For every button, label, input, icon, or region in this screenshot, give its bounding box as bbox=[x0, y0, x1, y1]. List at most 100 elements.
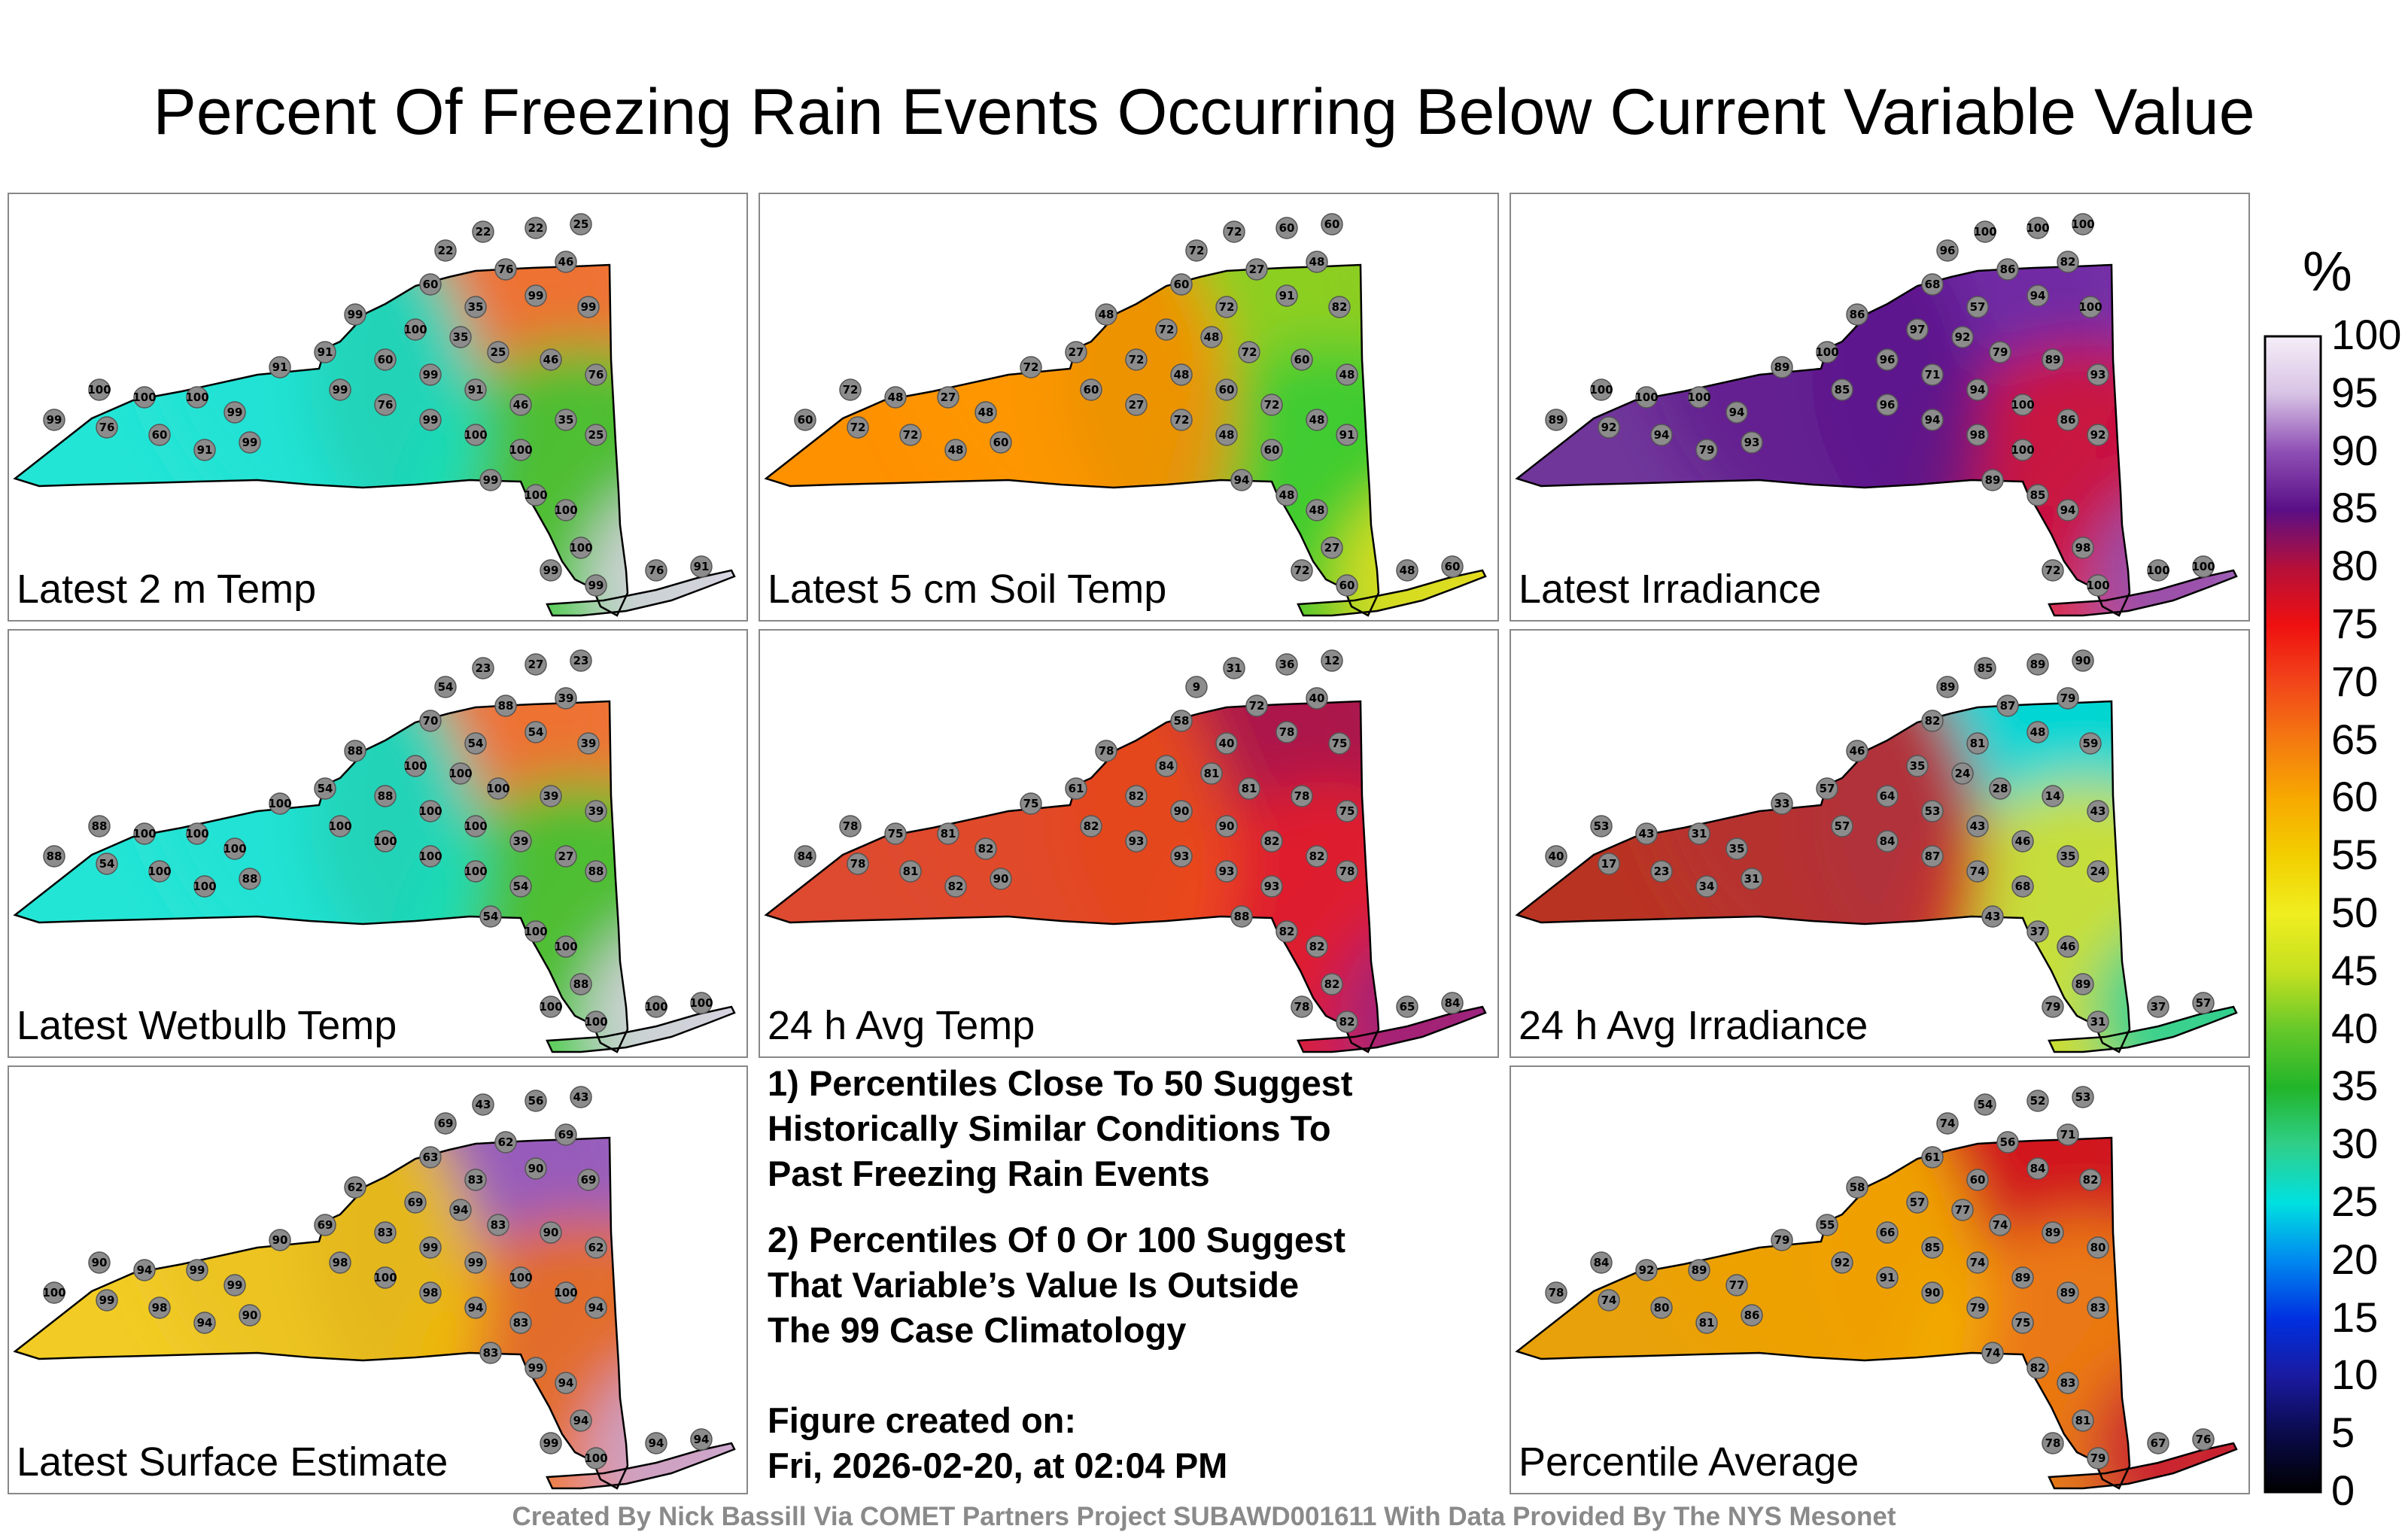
map-24h-avg-temp: 31 36 12 9 72 40 58 40 78 75 78 84 81 81 78 75 61 82 90 90 8… bbox=[764, 649, 1487, 1053]
station-value: 89 bbox=[1940, 680, 1956, 694]
colorbar-tick-15: 15 bbox=[2331, 1293, 2379, 1341]
station-marker: 72 bbox=[1245, 695, 1268, 717]
station-marker: 39 bbox=[577, 732, 600, 755]
station-value: 94 bbox=[1234, 473, 1250, 487]
station-marker: 86 bbox=[1846, 303, 1868, 326]
notes: 1) Percentiles Close To 50 Suggest Histo… bbox=[768, 1061, 1475, 1374]
state-outline bbox=[13, 700, 629, 1053]
station-value: 89 bbox=[1692, 1263, 1707, 1277]
station-value: 57 bbox=[1910, 1196, 1926, 1209]
station-value: 40 bbox=[1219, 737, 1235, 750]
station-value: 83 bbox=[2090, 1301, 2106, 1315]
station-value: 98 bbox=[152, 1301, 168, 1315]
panel-label: Latest Surface Estimate bbox=[17, 1439, 448, 1485]
station-value: 81 bbox=[903, 865, 919, 878]
station-value: 78 bbox=[1339, 865, 1355, 878]
station-value: 64 bbox=[1880, 789, 1896, 803]
station-value: 100 bbox=[132, 391, 156, 404]
station-value: 27 bbox=[558, 850, 574, 863]
station-marker: 27 bbox=[1065, 341, 1087, 363]
station-value: 69 bbox=[318, 1218, 333, 1232]
station-marker: 99 bbox=[540, 559, 562, 582]
station-value: 48 bbox=[2030, 725, 2046, 739]
station-marker: 94 bbox=[193, 1312, 216, 1334]
station-value: 62 bbox=[348, 1181, 363, 1194]
station-marker: 67 bbox=[2147, 1432, 2169, 1454]
colorbar-tick-85: 85 bbox=[2331, 484, 2379, 532]
station-value: 12 bbox=[1324, 654, 1340, 667]
station-marker: 99 bbox=[524, 1357, 547, 1379]
long-island-outline bbox=[2048, 569, 2238, 617]
station-marker: 100 bbox=[464, 815, 488, 837]
station-marker: 35 bbox=[464, 296, 487, 318]
station-value: 72 bbox=[1249, 699, 1265, 713]
station-marker: 83 bbox=[374, 1221, 397, 1244]
long-island-outline bbox=[2048, 1442, 2238, 1490]
station-marker: 72 bbox=[1238, 341, 1260, 363]
station-marker: 100 bbox=[486, 777, 510, 800]
station-value: 83 bbox=[513, 1316, 529, 1330]
station-marker: 60 bbox=[1215, 378, 1238, 401]
station-marker: 54 bbox=[524, 721, 547, 743]
panel-latest-2m-temp: 22 22 25 22 76 46 60 35 99 99 99 100 35 25 46 76 91 60 99 9… bbox=[8, 193, 748, 622]
station-marker: 100 bbox=[132, 822, 157, 845]
station-marker: 60 bbox=[1291, 348, 1313, 371]
station-marker: 54 bbox=[464, 732, 487, 755]
station-value: 25 bbox=[573, 217, 589, 231]
station-value: 85 bbox=[1978, 661, 1993, 675]
station-marker: 54 bbox=[509, 875, 532, 898]
station-value: 98 bbox=[1970, 428, 1986, 442]
map-latest-2m-temp: 22 22 25 22 76 46 60 35 99 99 99 100 35 25 46 76 91 60 99 9… bbox=[13, 213, 736, 617]
station-value: 54 bbox=[1978, 1098, 1993, 1111]
station-marker: 57 bbox=[1816, 777, 1838, 800]
station-value: 83 bbox=[483, 1346, 499, 1360]
station-marker: 70 bbox=[419, 710, 442, 732]
station-marker: 100 bbox=[268, 792, 292, 815]
station-marker: 92 bbox=[1831, 1251, 1853, 1274]
station-marker: 96 bbox=[1876, 348, 1899, 371]
state-outline bbox=[1515, 700, 2131, 1053]
station-value: 72 bbox=[1227, 225, 1242, 239]
station-value: 99 bbox=[190, 1263, 205, 1277]
station-value: 94 bbox=[558, 1376, 574, 1390]
station-value: 82 bbox=[2060, 255, 2076, 269]
station-value: 78 bbox=[2045, 1436, 2061, 1450]
station-marker: 82 bbox=[1125, 785, 1148, 807]
station-marker: 31 bbox=[1223, 657, 1245, 679]
station-marker: 82 bbox=[2057, 251, 2079, 273]
station-value: 100 bbox=[132, 827, 156, 840]
station-marker: 89 bbox=[2042, 348, 2064, 371]
colorbar-tick-40: 40 bbox=[2331, 1004, 2379, 1052]
created-label: Figure created on: bbox=[768, 1400, 1077, 1440]
station-marker: 82 bbox=[2026, 1357, 2049, 1379]
station-value: 100 bbox=[689, 996, 713, 1010]
station-value: 82 bbox=[1332, 300, 1348, 314]
station-value: 24 bbox=[2090, 865, 2106, 878]
station-value: 79 bbox=[1699, 443, 1715, 457]
station-value: 75 bbox=[2015, 1316, 2031, 1330]
station-marker: 53 bbox=[1921, 800, 1944, 822]
station-marker: 81 bbox=[2072, 1409, 2094, 1432]
station-marker: 97 bbox=[1906, 318, 1929, 341]
station-value: 56 bbox=[528, 1094, 544, 1108]
station-value: 79 bbox=[1993, 345, 2008, 359]
station-value: 100 bbox=[2071, 217, 2094, 231]
station-value: 97 bbox=[1910, 323, 1926, 336]
station-value: 53 bbox=[1594, 819, 1610, 833]
station-value: 48 bbox=[948, 443, 964, 457]
station-marker: 93 bbox=[2087, 363, 2109, 386]
station-marker: 92 bbox=[1635, 1259, 1658, 1281]
station-marker: 69 bbox=[314, 1214, 336, 1236]
station-value: 84 bbox=[1159, 759, 1175, 773]
station-marker: 60 bbox=[1441, 555, 1464, 578]
station-marker: 71 bbox=[2057, 1123, 2079, 1146]
station-marker: 90 bbox=[269, 1229, 291, 1251]
colorbar-tick-60: 60 bbox=[2331, 773, 2379, 821]
station-marker: 86 bbox=[1996, 258, 2019, 281]
station-marker: 99 bbox=[329, 378, 351, 401]
station-marker: 89 bbox=[2042, 1221, 2064, 1244]
station-value: 54 bbox=[483, 910, 499, 923]
station-marker: 99 bbox=[239, 431, 261, 454]
colorbar-tick-50: 50 bbox=[2331, 889, 2379, 936]
station-value: 63 bbox=[423, 1150, 439, 1164]
